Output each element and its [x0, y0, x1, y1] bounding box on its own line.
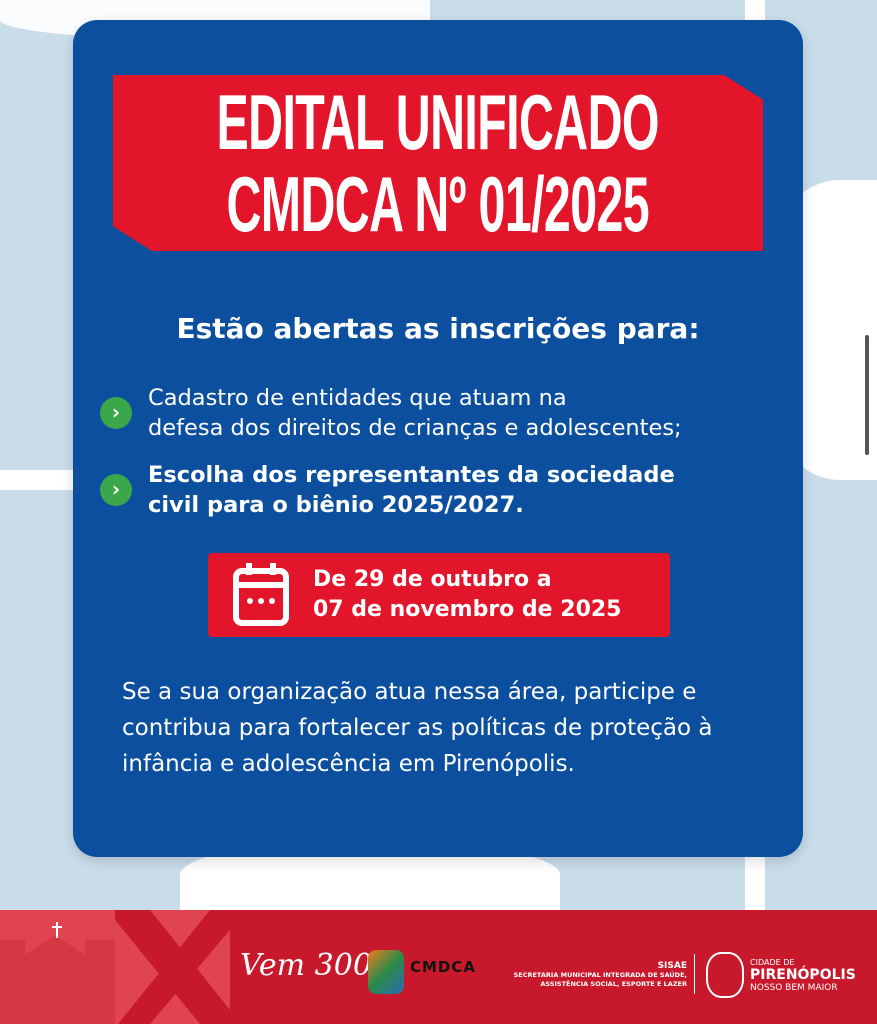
city-pre: CIDADE DE [750, 958, 795, 967]
item-line: Cadastro de entidades que atuam na [148, 385, 567, 411]
chevron-right-icon: › [100, 474, 132, 506]
title-line-1: EDITAL UNIFICADO [216, 78, 660, 166]
church-illustration [0, 910, 230, 1024]
sisae-desc: ASSISTÊNCIA SOCIAL, ESPORTE E LAZER [540, 980, 687, 988]
divider [694, 954, 695, 994]
cmdca-logo: CMDCA [410, 958, 477, 976]
item-line: defesa dos direitos de crianças e adoles… [148, 415, 682, 441]
city-name: PIRENÓPOLIS [750, 967, 856, 983]
date-text: De 29 de outubro a 07 de novembro de 202… [313, 565, 622, 625]
item-line: Escolha dos representantes da sociedade [148, 462, 675, 488]
chevron-right-icon: › [100, 397, 132, 429]
date-line: 07 de novembro de 2025 [313, 597, 622, 622]
sisae-logo: SISAE SECRETARIA MUNICIPAL INTEGRADA DE … [514, 962, 687, 989]
vem300-logo: Vem 300 [240, 948, 372, 983]
city-crest-icon [706, 952, 744, 998]
date-box: De 29 de outubro a 07 de novembro de 202… [208, 553, 670, 637]
cmdca-logo-icon [368, 950, 404, 994]
scrollbar[interactable] [865, 335, 869, 455]
city-slogan: NOSSO BEM MAIOR [750, 983, 838, 993]
sisae-desc: SECRETARIA MUNICIPAL INTEGRADA DE SAÚDE, [513, 971, 687, 979]
date-line: De 29 de outubro a [313, 567, 552, 592]
bg-shape [0, 470, 80, 490]
footer-bar: Vem 300 CMDCA SISAE SECRETARIA MUNICIPAL… [0, 910, 877, 1024]
list-item: › Cadastro de entidades que atuam na def… [100, 383, 682, 443]
sisae-title: SISAE [657, 961, 687, 971]
item-line: civil para o biênio 2025/2027. [148, 492, 524, 518]
call-to-action-paragraph: Se a sua organização atua nessa área, pa… [122, 679, 713, 777]
list-item: › Escolha dos representantes da sociedad… [100, 460, 675, 520]
title-banner: EDITAL UNIFICADO CMDCA Nº 01/2025 [113, 75, 763, 251]
title-line-2: CMDCA Nº 01/2025 [226, 160, 650, 248]
calendar-icon [233, 563, 289, 626]
city-logo: CIDADE DE PIRENÓPOLIS NOSSO BEM MAIOR [750, 956, 856, 995]
subtitle: Estão abertas as inscrições para: [176, 312, 700, 345]
